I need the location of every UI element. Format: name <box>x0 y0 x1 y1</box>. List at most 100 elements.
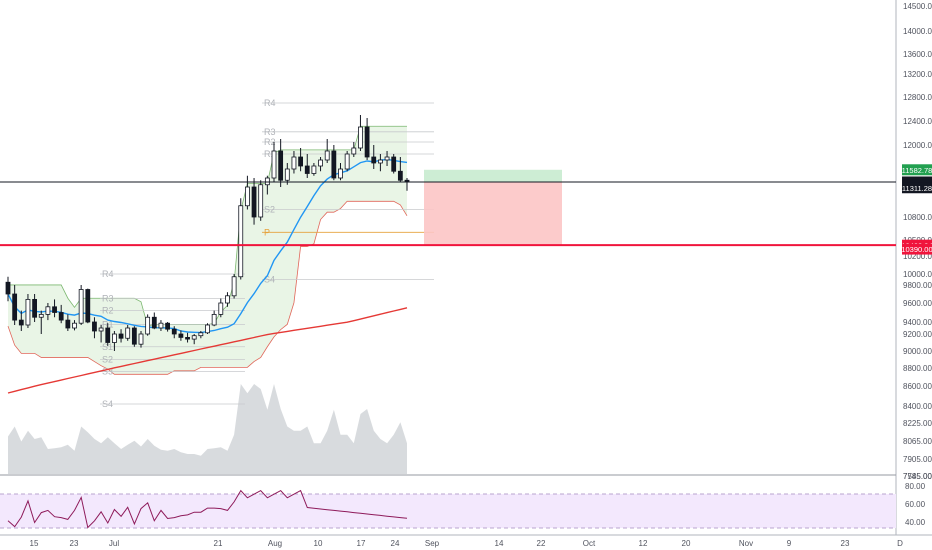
candles-layer[interactable] <box>5 115 410 351</box>
candle-up[interactable] <box>244 186 250 207</box>
candle-down[interactable] <box>171 328 177 335</box>
candle-down[interactable] <box>65 319 71 329</box>
candle-up[interactable] <box>271 150 277 179</box>
candle-up[interactable] <box>112 333 117 343</box>
candle-up[interactable] <box>198 332 204 337</box>
position-loss-zone[interactable] <box>424 181 562 246</box>
candle-up[interactable] <box>384 156 390 161</box>
price-tick-label: 10800.00 <box>903 213 932 222</box>
candle-up[interactable] <box>125 327 131 339</box>
candle-up[interactable] <box>38 313 44 318</box>
candle-up[interactable] <box>338 168 343 179</box>
candle-up[interactable] <box>158 322 164 329</box>
candle-up[interactable] <box>78 289 84 324</box>
time-tick-label: Aug <box>268 539 282 548</box>
price-badge-label: 11311.28 <box>902 184 932 193</box>
candle-up[interactable] <box>191 335 197 340</box>
candle-down[interactable] <box>397 170 403 181</box>
candle-up[interactable] <box>318 159 323 167</box>
candle-down[interactable] <box>364 126 370 158</box>
horizontal-lines-layer[interactable] <box>0 181 896 247</box>
candle-down[interactable] <box>118 333 124 339</box>
pivot-label: S3 <box>102 367 113 377</box>
rsi-tick-label: 40.00 <box>905 518 926 527</box>
candle-up[interactable] <box>145 316 151 335</box>
candle-down[interactable] <box>18 319 24 326</box>
candle-down[interactable] <box>304 165 310 174</box>
pivot-label: R2 <box>102 306 114 316</box>
price-badge-label: 11582.78 <box>902 166 932 175</box>
rsi-tick-label: 60.00 <box>905 500 926 509</box>
volume-layer <box>8 384 407 474</box>
candle-up[interactable] <box>45 306 51 315</box>
candle-up[interactable] <box>225 295 230 304</box>
candle-up[interactable] <box>231 276 237 297</box>
time-tick-label: Oct <box>583 539 596 548</box>
time-tick-label: 20 <box>682 539 691 548</box>
candle-up[interactable] <box>284 168 290 181</box>
pivot-label: R3 <box>264 127 276 137</box>
candle-up[interactable] <box>205 324 210 334</box>
candle-down[interactable] <box>131 327 137 345</box>
candle-up[interactable] <box>258 184 264 218</box>
candle-down[interactable] <box>371 156 377 164</box>
rsi-line <box>7 489 408 529</box>
candle-down[interactable] <box>32 298 37 318</box>
time-tick-label: 24 <box>391 539 400 548</box>
candle-up[interactable] <box>311 165 317 174</box>
price-badge <box>902 243 932 255</box>
price-tick-label: 9800.00 <box>903 281 932 290</box>
candle-down[interactable] <box>391 156 397 172</box>
time-tick-label: 21 <box>214 539 223 548</box>
candle-down[interactable] <box>92 321 97 332</box>
time-tick-label: 14 <box>495 539 504 548</box>
candle-down[interactable] <box>85 289 91 323</box>
candle-up[interactable] <box>25 298 31 326</box>
candle-down[interactable] <box>278 150 284 181</box>
candle-up[interactable] <box>264 177 270 186</box>
candle-down[interactable] <box>178 333 184 338</box>
candle-down[interactable] <box>105 327 111 343</box>
cloud-lower-line <box>7 200 408 375</box>
pivot-label: R4 <box>102 269 114 279</box>
candle-down[interactable] <box>151 316 157 329</box>
time-tick-label: Jul <box>109 539 119 548</box>
time-axis[interactable]: 15 23 Jul 21 Aug 10 17 24 Sep 14 22 Oct 12 20 Nov 9 23 D <box>30 539 904 548</box>
candle-down[interactable] <box>165 322 171 330</box>
price-tick-label: 14500.00 <box>903 2 932 11</box>
candle-up[interactable] <box>138 333 144 345</box>
candle-down[interactable] <box>12 293 18 321</box>
position-tool[interactable] <box>424 169 562 246</box>
candle-up[interactable] <box>291 156 297 170</box>
price-tick-label: 8065.00 <box>903 437 932 446</box>
candle-down[interactable] <box>331 150 337 179</box>
candle-up[interactable] <box>72 322 77 329</box>
candle-down[interactable] <box>298 156 304 167</box>
candle-up[interactable] <box>358 126 363 149</box>
candle-down[interactable] <box>185 336 190 340</box>
pivot-label: P <box>264 227 270 237</box>
time-tick-label: 15 <box>30 539 39 548</box>
candle-up[interactable] <box>324 150 330 161</box>
time-tick-label: Sep <box>425 539 440 548</box>
price-badge <box>902 182 932 194</box>
rsi-layer <box>7 489 408 529</box>
candle-down[interactable] <box>52 306 57 313</box>
pivot-label: S4 <box>264 275 275 285</box>
position-profit-zone[interactable] <box>424 169 562 182</box>
candle-down[interactable] <box>251 186 257 218</box>
candle-up[interactable] <box>98 327 104 332</box>
candle-down[interactable] <box>58 312 64 321</box>
candle-up[interactable] <box>344 153 350 170</box>
price-tick-label: 13600.00 <box>903 50 932 59</box>
candle-up[interactable] <box>211 313 217 326</box>
candle-up[interactable] <box>377 159 383 164</box>
candle-up[interactable] <box>218 302 224 315</box>
candle-up[interactable] <box>238 205 244 278</box>
candle-up[interactable] <box>351 147 357 155</box>
candle-down[interactable] <box>5 281 11 295</box>
price-tick-label: 12800.00 <box>903 93 932 102</box>
price-tick-label: 7585.00 <box>903 472 932 481</box>
time-tick-label: 23 <box>841 539 850 548</box>
